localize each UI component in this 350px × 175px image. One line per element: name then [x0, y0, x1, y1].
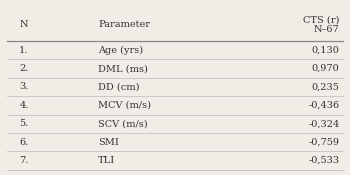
Text: SCV (m/s): SCV (m/s)	[98, 119, 148, 128]
Text: 4.: 4.	[19, 101, 29, 110]
Text: 0,235: 0,235	[312, 82, 340, 92]
Text: TLI: TLI	[98, 156, 115, 165]
Text: 0,970: 0,970	[312, 64, 340, 73]
Text: 2.: 2.	[19, 64, 29, 73]
Text: Age (yrs): Age (yrs)	[98, 46, 143, 55]
Text: 7.: 7.	[19, 156, 29, 165]
Text: 5.: 5.	[19, 119, 28, 128]
Text: MCV (m/s): MCV (m/s)	[98, 101, 151, 110]
Text: N: N	[19, 20, 28, 29]
Text: 0,130: 0,130	[312, 46, 340, 55]
Text: DD (cm): DD (cm)	[98, 82, 140, 92]
Text: -0,533: -0,533	[308, 156, 340, 165]
Text: 3.: 3.	[19, 82, 29, 92]
Text: 1.: 1.	[19, 46, 29, 55]
Text: -0,324: -0,324	[308, 119, 340, 128]
Text: CTS (r): CTS (r)	[303, 16, 340, 25]
Text: DML (ms): DML (ms)	[98, 64, 148, 73]
Text: 6.: 6.	[19, 138, 28, 147]
Text: -0,759: -0,759	[308, 138, 340, 147]
Text: -0,436: -0,436	[308, 101, 340, 110]
Text: N–67: N–67	[314, 25, 340, 34]
Text: Parameter: Parameter	[98, 20, 150, 29]
Text: SMI: SMI	[98, 138, 119, 147]
